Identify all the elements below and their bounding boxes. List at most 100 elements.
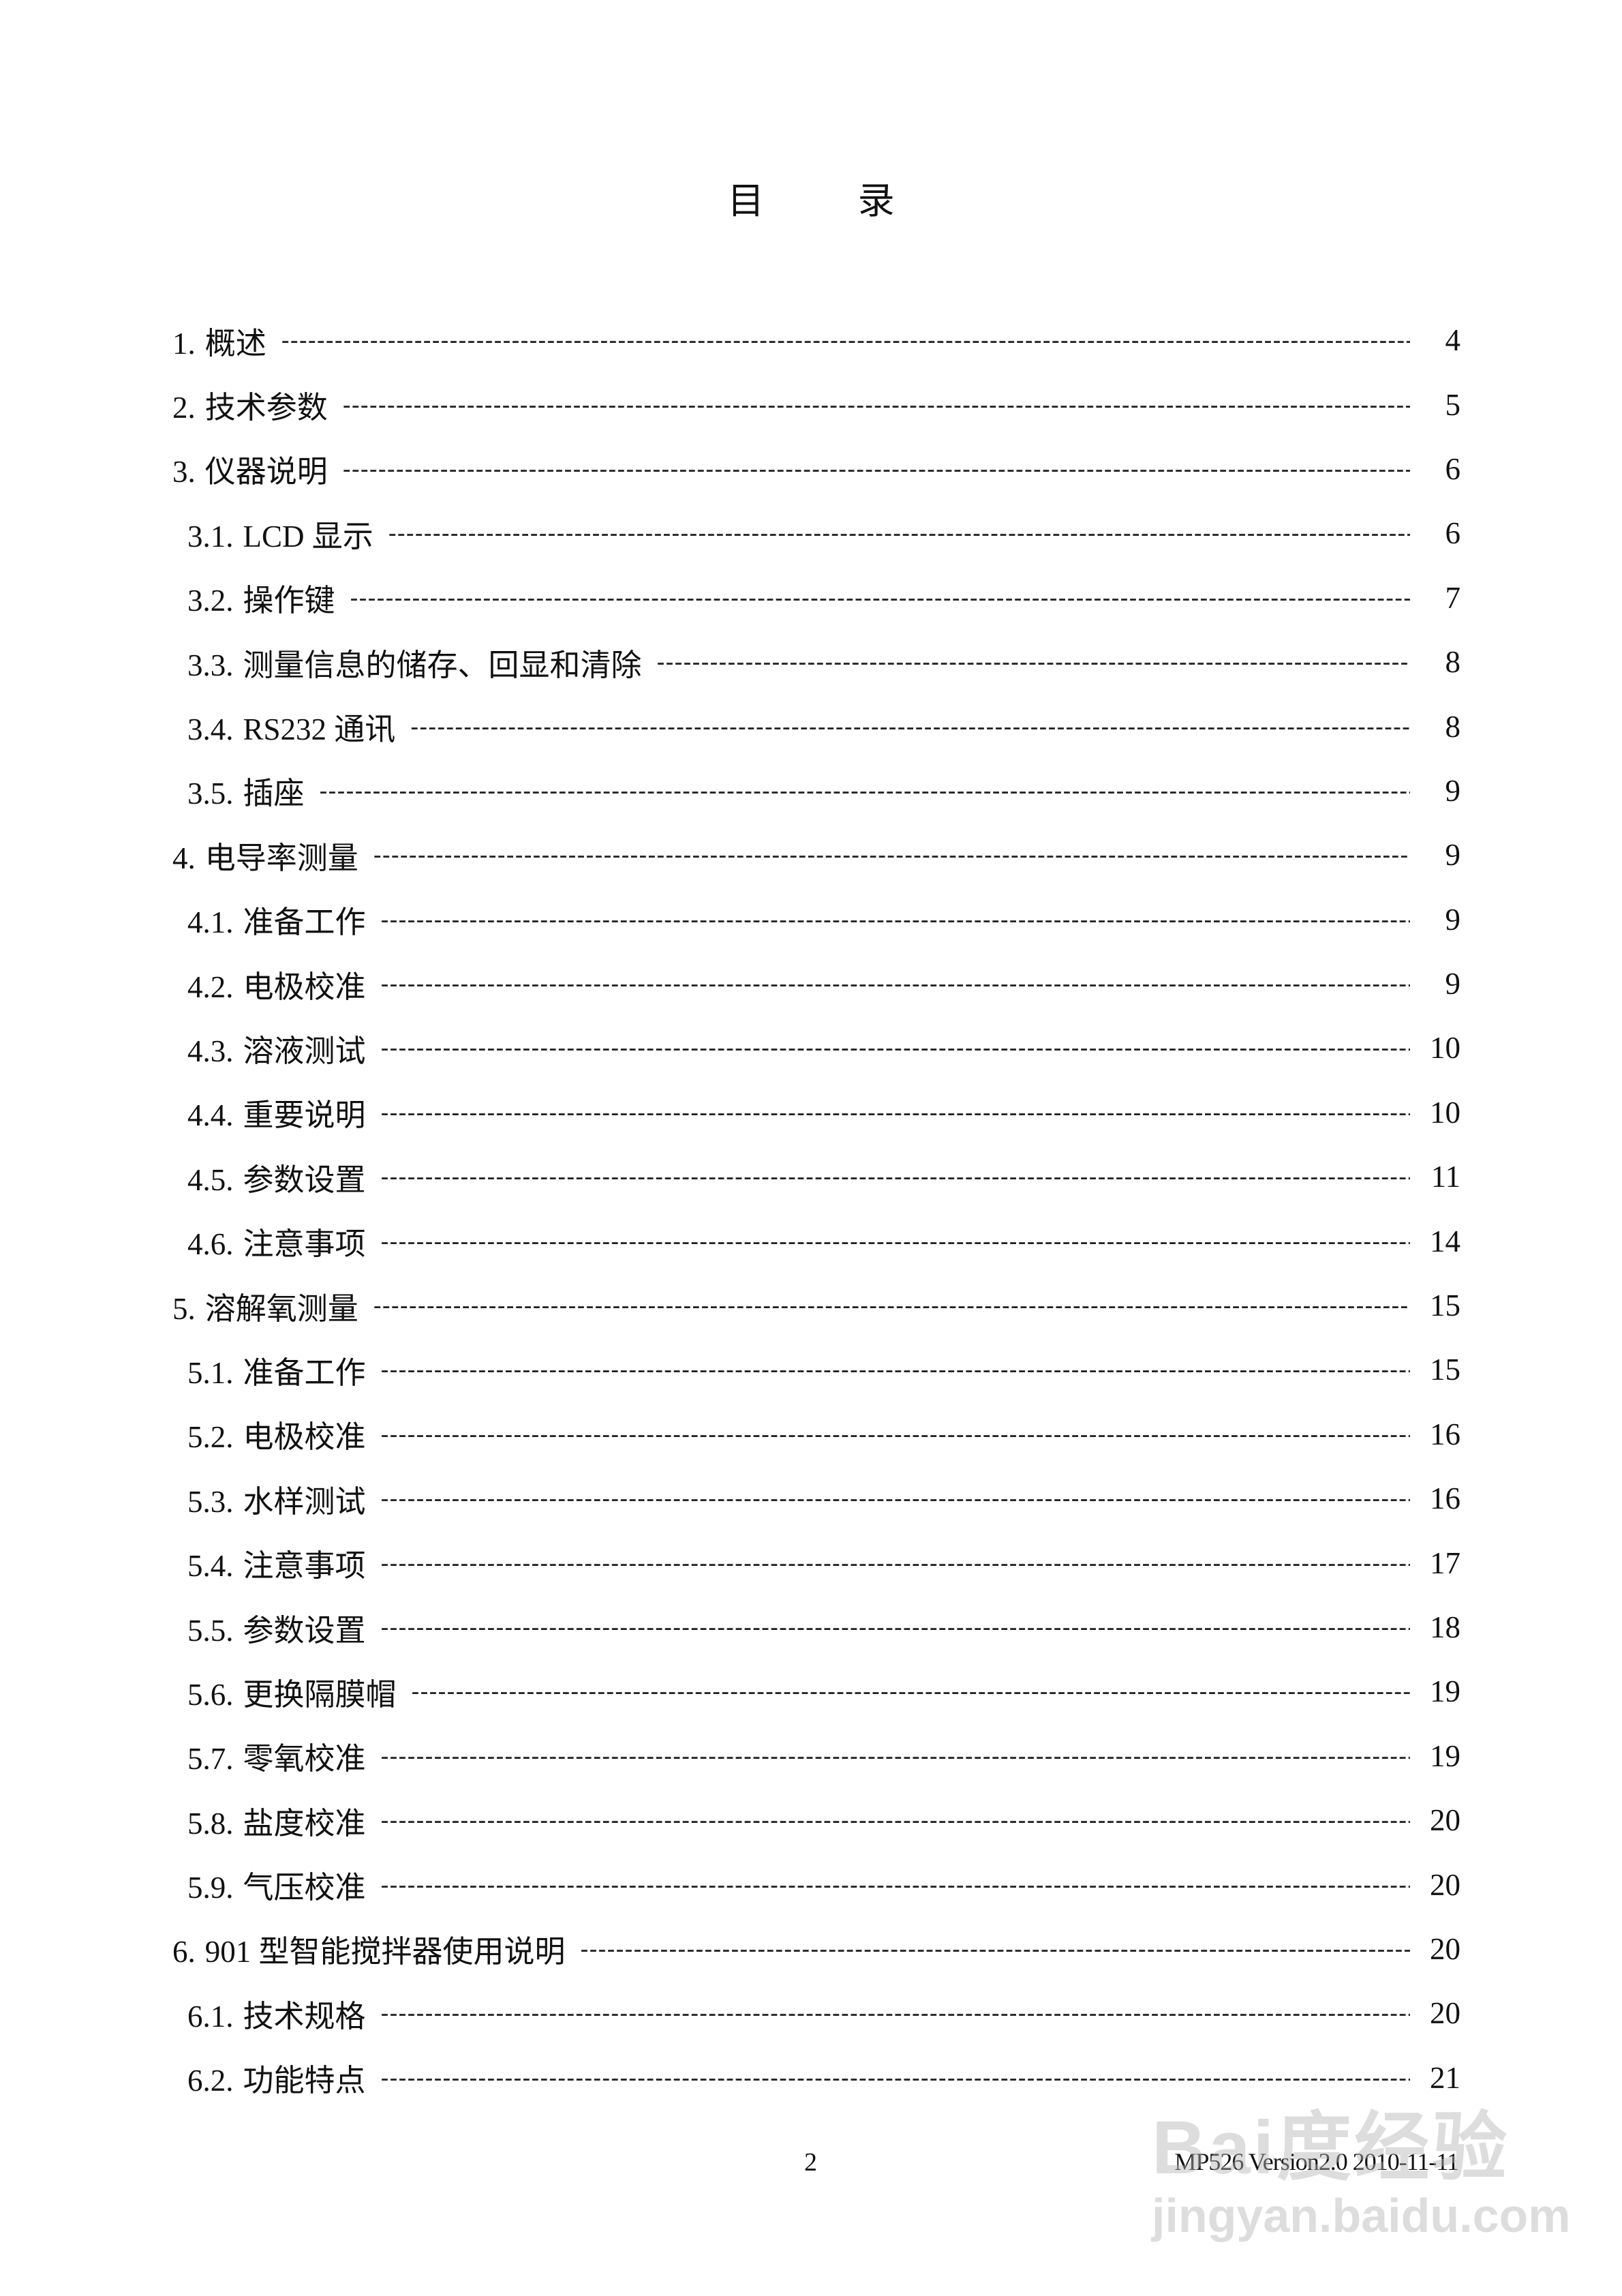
toc-entry-number: 4.4. xyxy=(187,1098,234,1133)
toc-entry-label: 插座 xyxy=(243,776,305,811)
toc-entry-page: 19 xyxy=(1430,1674,1460,1709)
toc-entry-label: 参数设置 xyxy=(243,1613,366,1648)
toc-entry[interactable]: 5.4. 注意事项 --------------------------------… xyxy=(172,1530,1460,1595)
toc-leader-dashes: ----------------------------------------… xyxy=(411,1677,1410,1706)
toc-entry-title: 2. 技术参数 xyxy=(172,382,343,427)
toc-entry-page: 9 xyxy=(1445,967,1461,1001)
toc-entry-label: LCD 显示 xyxy=(243,519,373,554)
toc-leader-dashes: ----------------------------------------… xyxy=(380,2063,1410,2091)
toc-entry-title: 5.9. 气压校准 xyxy=(187,1862,381,1907)
toc-entry[interactable]: 4.6. 注意事项 --------------------------------… xyxy=(172,1209,1460,1273)
toc-entry-title: 3.3. 测量信息的储存、回显和清除 xyxy=(187,640,657,684)
toc-entry[interactable]: 5.8. 盐度校准 --------------------------------… xyxy=(172,1788,1460,1852)
toc-entry-number: 4.1. xyxy=(187,905,234,940)
toc-leader-dashes: ----------------------------------------… xyxy=(380,1613,1410,1641)
toc-entry-label: 电导率测量 xyxy=(204,841,358,875)
toc-entry-page: 6 xyxy=(1445,516,1461,551)
toc-entry[interactable]: 5.9. 气压校准 --------------------------------… xyxy=(172,1852,1460,1916)
toc-entry[interactable]: 4.5. 参数设置 --------------------------------… xyxy=(172,1145,1460,1209)
toc-entry[interactable]: 6.2. 功能特点 --------------------------------… xyxy=(172,2046,1460,2110)
toc-entry-label: 更换隔膜帽 xyxy=(243,1677,397,1712)
toc-entry[interactable]: 3.4. RS232 通讯 ----------------------------… xyxy=(172,694,1460,758)
toc-entry[interactable]: 5.2. 电极校准 --------------------------------… xyxy=(172,1402,1460,1466)
toc-entry-label: 溶解氧测量 xyxy=(204,1291,358,1326)
page-title: 目 录 xyxy=(727,179,936,222)
toc-entry[interactable]: 4.1. 准备工作 --------------------------------… xyxy=(172,888,1460,952)
toc-entry-title: 3. 仪器说明 xyxy=(172,447,343,491)
toc-entry-page: 14 xyxy=(1430,1224,1460,1258)
toc-entry-number: 5.1. xyxy=(187,1355,234,1390)
toc-entry[interactable]: 3.1. LCD 显示 ------------------------------… xyxy=(172,501,1460,565)
toc-entry[interactable]: 5.1. 准备工作 --------------------------------… xyxy=(172,1338,1460,1402)
toc-entry[interactable]: 6.1. 技术规格 --------------------------------… xyxy=(172,1981,1460,2045)
toc-entry-page: 21 xyxy=(1430,2060,1460,2095)
toc-entry[interactable]: 2. 技术参数 ----------------------------------… xyxy=(172,372,1460,436)
toc-entry-title: 1. 概述 xyxy=(172,318,281,363)
toc-entry-number: 5. xyxy=(172,1291,196,1326)
toc-entry[interactable]: 5. 溶解氧测量 ---------------------------------… xyxy=(172,1273,1460,1338)
toc-entry[interactable]: 4. 电导率测量 ---------------------------------… xyxy=(172,823,1460,887)
toc-entry-title: 5.4. 注意事项 xyxy=(187,1541,381,1585)
toc-leader-dashes: ----------------------------------------… xyxy=(380,1806,1410,1834)
toc-entry[interactable]: 6. 901 型智能搅拌器使用说明 ------------------------… xyxy=(172,1917,1460,1981)
toc-leader-dashes: ----------------------------------------… xyxy=(656,648,1410,676)
toc-entry-label: 盐度校准 xyxy=(243,1806,366,1841)
toc-leader-dashes: ----------------------------------------… xyxy=(380,1548,1410,1577)
toc-entry-page: 16 xyxy=(1430,1481,1460,1516)
toc-entry[interactable]: 4.4. 重要说明 --------------------------------… xyxy=(172,1081,1460,1145)
toc-entry-title: 6.2. 功能特点 xyxy=(187,2055,381,2100)
toc-leader-dashes: ----------------------------------------… xyxy=(342,390,1410,419)
toc-entry-title: 5.6. 更换隔膜帽 xyxy=(187,1670,412,1714)
toc-entry-page: 16 xyxy=(1430,1417,1460,1451)
toc-entry-title: 4. 电导率测量 xyxy=(172,833,373,877)
toc-entry[interactable]: 3.5. 插座 ----------------------------------… xyxy=(172,759,1460,823)
toc-entry[interactable]: 1. 概述 ------------------------------------… xyxy=(172,308,1460,372)
toc-entry-page: 10 xyxy=(1430,1095,1460,1130)
toc-entry-page: 5 xyxy=(1445,387,1461,422)
toc-entry[interactable]: 3. 仪器说明 ----------------------------------… xyxy=(172,437,1460,501)
toc-entry-number: 5.9. xyxy=(187,1871,234,1905)
toc-entry-title: 3.5. 插座 xyxy=(187,768,320,813)
toc-entry-title: 5.5. 参数设置 xyxy=(187,1605,381,1650)
toc-leader-dashes: ----------------------------------------… xyxy=(380,1741,1410,1770)
toc-entry[interactable]: 5.3. 水样测试 --------------------------------… xyxy=(172,1466,1460,1530)
toc-entry-label: 参数设置 xyxy=(243,1162,366,1197)
toc-entry[interactable]: 3.2. 操作键 ---------------------------------… xyxy=(172,566,1460,630)
toc-entry-title: 5.7. 零氧校准 xyxy=(187,1734,381,1778)
toc-entry-label: 准备工作 xyxy=(243,1355,366,1390)
toc-leader-dashes: ----------------------------------------… xyxy=(380,1355,1410,1384)
toc-entry-page: 20 xyxy=(1430,1867,1460,1902)
toc-entry-page: 8 xyxy=(1445,709,1461,744)
toc-entry-label: 概述 xyxy=(204,326,266,361)
toc-entry-title: 4.6. 注意事项 xyxy=(187,1219,381,1263)
toc-leader-dashes: ----------------------------------------… xyxy=(380,905,1410,933)
toc-entry-number: 4.2. xyxy=(187,969,234,1004)
toc-leader-dashes: ----------------------------------------… xyxy=(380,1033,1410,1062)
toc-leader-dashes: ----------------------------------------… xyxy=(373,1291,1410,1320)
footer-version: MP526 Version2.0 2010-11-11 xyxy=(1174,2148,1459,2175)
toc-entry[interactable]: 5.7. 零氧校准 --------------------------------… xyxy=(172,1724,1460,1788)
toc-entry-number: 5.2. xyxy=(187,1420,234,1455)
toc-entry[interactable]: 4.3. 溶液测试 --------------------------------… xyxy=(172,1016,1460,1080)
toc-entry[interactable]: 5.6. 更换隔膜帽 -------------------------------… xyxy=(172,1659,1460,1723)
toc-entry-page: 9 xyxy=(1445,838,1461,873)
toc-entry[interactable]: 4.2. 电极校准 --------------------------------… xyxy=(172,952,1460,1016)
toc-entry-number: 4.5. xyxy=(187,1162,234,1197)
toc-entry-page: 20 xyxy=(1430,1996,1460,2031)
toc-entry[interactable]: 5.5. 参数设置 --------------------------------… xyxy=(172,1595,1460,1659)
toc-entry-label: 操作键 xyxy=(243,584,335,618)
toc-entry-number: 6.1. xyxy=(187,1999,234,2034)
toc-entry-label: 气压校准 xyxy=(243,1871,366,1905)
toc-entry-page: 9 xyxy=(1445,773,1461,808)
toc-leader-dashes: ----------------------------------------… xyxy=(380,1870,1410,1899)
toc-entry-title: 5.8. 盐度校准 xyxy=(187,1798,381,1843)
toc-entry-page: 17 xyxy=(1430,1545,1460,1580)
toc-leader-dashes: ----------------------------------------… xyxy=(373,841,1410,869)
toc-entry-number: 4. xyxy=(172,841,196,875)
toc-entry[interactable]: 3.3. 测量信息的储存、回显和清除 -----------------------… xyxy=(172,630,1460,694)
toc-entry-label: 测量信息的储存、回显和清除 xyxy=(243,648,642,682)
toc-entry-title: 5.2. 电极校准 xyxy=(187,1412,381,1456)
toc-leader-dashes: ----------------------------------------… xyxy=(380,1162,1410,1191)
toc-entry-page: 6 xyxy=(1445,451,1461,486)
toc-entry-label: 零氧校准 xyxy=(243,1742,366,1777)
